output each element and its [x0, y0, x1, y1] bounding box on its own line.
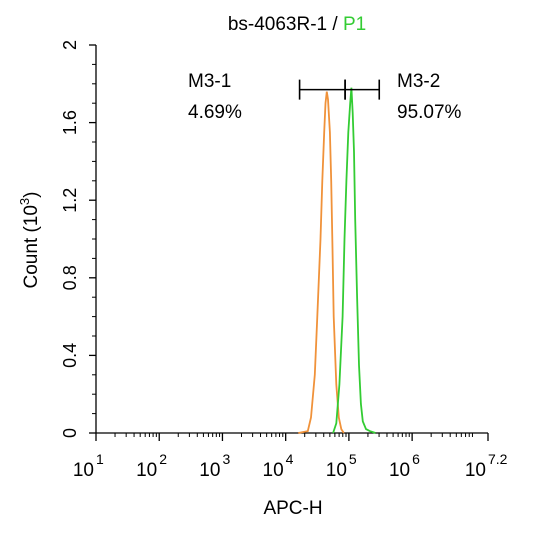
- histogram-line-1: [298, 91, 345, 434]
- y-axis-label-exponent: 3: [17, 198, 32, 205]
- y-axis-label-suffix: ): [21, 191, 42, 197]
- x-tick-label: 10: [263, 460, 284, 481]
- x-tick-exponent: 3: [222, 451, 230, 467]
- x-tick-exponent: 7.2: [488, 451, 508, 467]
- histogram-line-2: [332, 87, 376, 434]
- title-prefix: bs-4063R-1 /: [228, 14, 343, 35]
- gate-name-1: M3-1: [188, 71, 231, 92]
- title-highlight: P1: [343, 14, 366, 35]
- plot-area: 00.40.81.21.62101102103104105106107.2M3-…: [60, 40, 508, 481]
- x-tick-label: 10: [73, 460, 94, 481]
- y-axis-label-text: Count (10: [21, 205, 42, 288]
- chart-title: bs-4063R-1 / P1: [228, 14, 366, 35]
- y-tick-label: 0: [60, 428, 80, 438]
- x-tick-label: 10: [389, 460, 410, 481]
- y-tick-label: 1.2: [60, 188, 80, 213]
- y-tick-label: 1.6: [60, 110, 80, 135]
- gate-percent-2: 95.07%: [397, 102, 462, 123]
- x-tick-label: 10: [326, 460, 347, 481]
- x-tick-label: 10: [136, 460, 157, 481]
- x-tick-exponent: 1: [96, 451, 104, 467]
- x-tick-exponent: 5: [349, 451, 357, 467]
- y-axis-label: Count (103): [17, 191, 42, 288]
- gate-name-2: M3-2: [397, 71, 440, 92]
- x-tick-exponent: 6: [412, 451, 420, 467]
- x-tick-label: 10: [199, 460, 220, 481]
- y-tick-label: 0.8: [60, 265, 80, 290]
- x-tick-label: 10: [465, 460, 486, 481]
- x-tick-exponent: 2: [159, 451, 167, 467]
- y-tick-label: 2: [60, 40, 80, 50]
- gate-percent-1: 4.69%: [188, 102, 242, 123]
- x-axis-label: APC-H: [263, 498, 322, 519]
- x-tick-exponent: 4: [286, 451, 294, 467]
- y-tick-label: 0.4: [60, 343, 80, 368]
